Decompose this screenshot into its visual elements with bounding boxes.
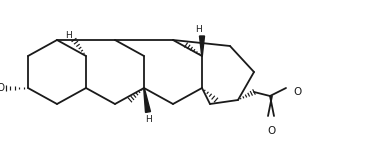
Text: O: O xyxy=(293,87,301,97)
Text: O: O xyxy=(268,126,276,136)
Text: H: H xyxy=(145,115,151,124)
Polygon shape xyxy=(199,36,205,56)
Text: H: H xyxy=(65,31,71,39)
Text: HO: HO xyxy=(0,83,5,93)
Text: H: H xyxy=(196,25,202,35)
Polygon shape xyxy=(144,88,150,112)
